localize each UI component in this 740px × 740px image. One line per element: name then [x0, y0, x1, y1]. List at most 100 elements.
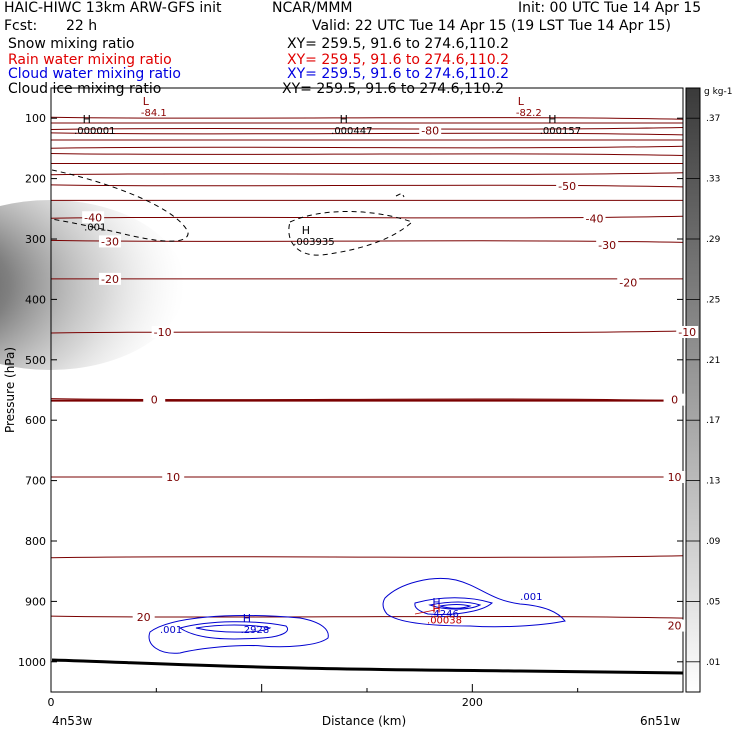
isotherm-line	[50, 126, 684, 130]
cloud-water-contour-right-2	[414, 597, 493, 615]
y-tick-label: 800	[25, 535, 46, 548]
model-title: HAIC-HIWC 13km ARW-GFS init	[4, 0, 222, 16]
y-tick-label: 900	[25, 595, 46, 608]
isotherm-label: -80	[421, 124, 439, 137]
terrain-line	[51, 658, 684, 675]
isotherm-label: -10	[678, 326, 696, 339]
x-tick-label: 0	[48, 696, 55, 709]
y-tick-label: 700	[25, 475, 46, 488]
isotherm-line	[50, 555, 684, 559]
forecast-label: Fcst:	[4, 18, 38, 34]
temperature-contours	[50, 116, 684, 619]
cloud-water-contours	[148, 578, 566, 654]
isotherm-label: 20	[668, 620, 682, 633]
isotherm-line	[50, 615, 684, 619]
field-cloudwater-name: Cloud water mixing ratio	[8, 66, 181, 82]
plot-frame	[50, 87, 684, 693]
isotherm-label-bg	[98, 272, 121, 285]
contour-value-label: .001	[84, 223, 106, 234]
y-tick-label: 500	[25, 354, 46, 367]
field-cloudice-name: Cloud ice mixing ratio	[8, 81, 162, 97]
isotherm-label: -40	[586, 212, 604, 225]
isotherm-label-bg	[663, 619, 686, 632]
x-start-location: 4n53w	[52, 714, 93, 728]
colorbar-label: .25	[706, 295, 720, 305]
extremum-marker: L	[143, 95, 150, 108]
colorbar-label: .17	[706, 416, 720, 426]
colorbar-label: .37	[706, 114, 720, 124]
field-snow-xy: XY= 259.5, 91.6 to 274.6,110.2	[287, 36, 510, 52]
y-tick-label: 300	[25, 233, 46, 246]
forecast-hour: 22 h	[66, 18, 98, 34]
isotherm-label-bg	[132, 611, 155, 624]
snow-contour-left	[51, 169, 189, 242]
isotherm-label: -10	[154, 326, 172, 339]
isotherm-label: -30	[598, 239, 616, 252]
isotherm-line	[50, 398, 684, 402]
colorbar-label: .29	[706, 235, 721, 245]
isotherm-line	[50, 172, 684, 176]
isotherm-label: 0	[151, 394, 158, 407]
extremum-marker: H	[340, 113, 348, 126]
isotherm-label-bg	[151, 326, 174, 339]
isotherm-label-bg	[596, 239, 619, 252]
cloud-water-contour-left-outer	[148, 615, 329, 654]
y-tick-label: 100	[25, 112, 46, 125]
rain-contour	[414, 609, 436, 615]
snow-contours	[51, 169, 413, 256]
isotherm-label: -30	[101, 235, 119, 248]
isotherm-label-bg	[663, 470, 686, 483]
isotherm-label-bg	[663, 393, 686, 406]
isotherm-label: 0	[671, 394, 678, 407]
isotherm-label: -50	[558, 180, 576, 193]
x-axis-label: Distance (km)	[322, 714, 406, 728]
isotherm-label: -40	[84, 211, 102, 224]
extremum-marker: H	[432, 602, 440, 615]
cloud-water-contour-right-4	[439, 604, 472, 609]
extremum-marker: H	[302, 224, 310, 237]
field-snow-name: Snow mixing ratio	[8, 36, 135, 52]
isotherm-label: 10	[166, 471, 180, 484]
extremum-value: .2928	[241, 625, 270, 636]
isotherm-label: 10	[668, 471, 682, 484]
extremum-value: .000157	[540, 126, 581, 137]
extremum-value: .003935	[293, 237, 334, 248]
org-label: NCAR/MMM	[272, 0, 353, 16]
isotherm-label-bg	[98, 235, 121, 248]
extremum-marker: H	[243, 612, 251, 625]
isotherm-label-bg	[82, 211, 105, 224]
isotherm-label-bg	[676, 326, 699, 339]
contour-value-label: .001	[520, 592, 542, 603]
field-rain-xy: XY= 259.5, 91.6 to 274.6,110.2	[287, 52, 510, 68]
isotherm-label: -20	[101, 273, 119, 286]
contour-value-label: .001	[160, 625, 182, 636]
isotherm-label: 20	[137, 611, 151, 624]
y-tick-label: 400	[25, 293, 46, 306]
x-tick-label: 200	[462, 696, 483, 709]
colorbar-label: .13	[706, 477, 720, 487]
y-tick-label: 200	[25, 173, 46, 186]
valid-time: Valid: 22 UTC Tue 14 Apr 15 (19 LST Tue …	[312, 18, 671, 34]
cloud-water-contour-right-outer	[382, 578, 566, 628]
isotherm-label-bg	[617, 276, 640, 289]
colorbar-label: .33	[706, 175, 720, 185]
extremum-value: .000001	[74, 126, 115, 137]
cloud-water-contour-right-3	[428, 601, 482, 610]
extremum-value: .000447	[331, 126, 372, 137]
extremum-marker: H	[83, 113, 91, 126]
snow-contour-small	[395, 192, 405, 198]
extremum-value: -84.1	[141, 108, 167, 119]
y-axis-label: Pressure (hPa)	[3, 347, 17, 433]
colorbar-label: .21	[706, 356, 720, 366]
cloud-water-contour-left-2	[178, 621, 288, 640]
y-tick-label: 600	[25, 414, 46, 427]
field-cloudice-xy: XY= 259.5, 91.6 to 274.6,110.2	[282, 81, 505, 97]
cloud-ice-shading	[0, 200, 185, 370]
isotherm-label-bg	[419, 124, 442, 137]
isotherm-line	[50, 239, 684, 243]
colorbar-label: .05	[706, 597, 720, 607]
isotherm-label-bg	[556, 179, 579, 192]
field-cloudwater-xy: XY= 259.5, 91.6 to 274.6,110.2	[287, 66, 510, 82]
x-end-location: 6n51w	[640, 714, 681, 728]
